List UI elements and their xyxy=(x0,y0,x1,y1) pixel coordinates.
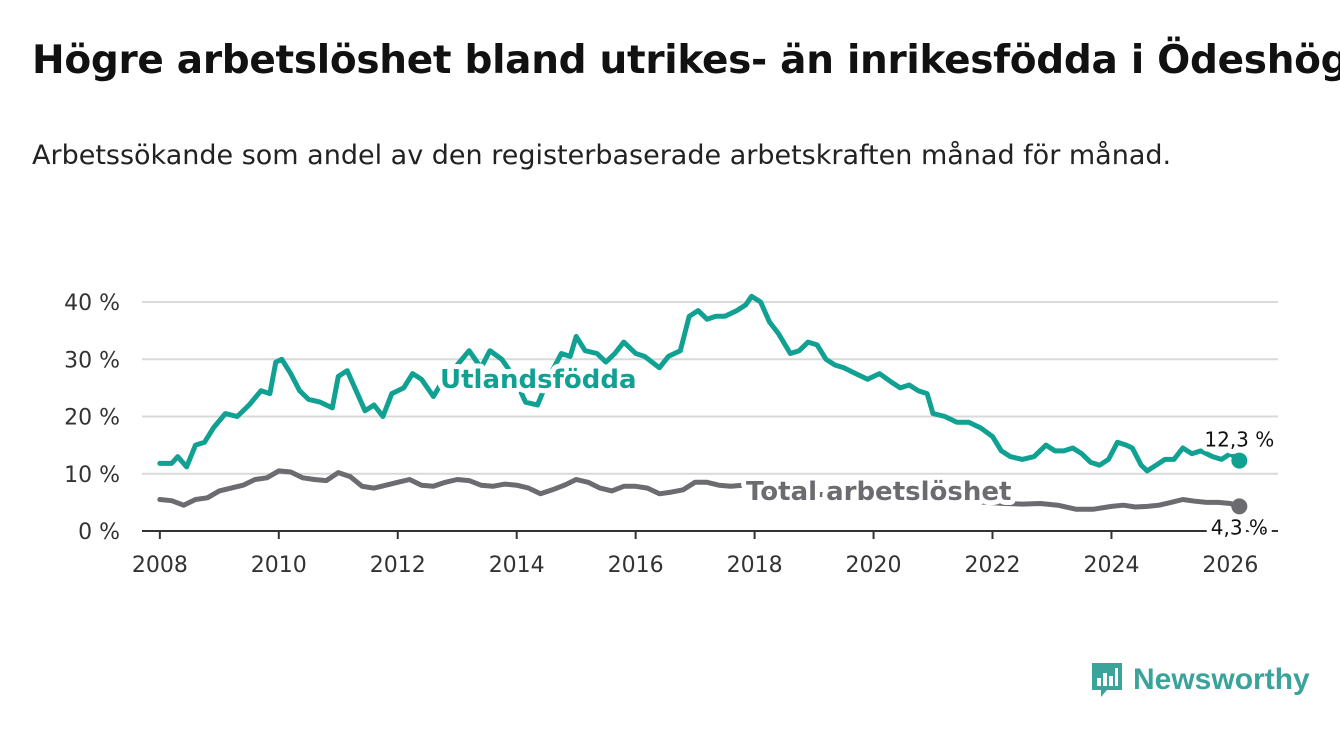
x-tick-label: 2018 xyxy=(727,553,783,578)
x-tick-label: 2014 xyxy=(489,553,545,578)
series-line-utlandsfodda xyxy=(157,293,1242,474)
x-tick-label: 2020 xyxy=(846,553,902,578)
newsworthy-logo: Newsworthy xyxy=(1089,660,1310,700)
end-label-total: 4,3 % xyxy=(1211,515,1268,539)
series-label-utlandsfodda: Utlandsfödda xyxy=(440,365,637,395)
grid-lines xyxy=(142,301,1278,475)
y-tick-label: 20 % xyxy=(64,406,120,431)
chart-title: Högre arbetslöshet bland utrikes- än inr… xyxy=(32,38,1340,83)
y-tick-label: 30 % xyxy=(64,348,120,373)
series-label-total: Total arbetslöshet xyxy=(746,477,1011,507)
x-tick-label: 2024 xyxy=(1083,553,1139,578)
y-tick-label: 0 % xyxy=(78,520,120,545)
x-tick-label: 2016 xyxy=(608,553,664,578)
x-tick-label: 2012 xyxy=(370,553,426,578)
x-tick-label: 2010 xyxy=(251,553,307,578)
series-lines xyxy=(157,293,1248,515)
end-label-utlandsfodda: 12,3 % xyxy=(1204,428,1274,452)
end-label-utlandsfodda-halo: 12,3 % xyxy=(1204,428,1274,452)
x-tick-label: 2026 xyxy=(1202,553,1258,578)
series-line-total xyxy=(157,468,1242,512)
end-label-total-halo: 4,3 % xyxy=(1211,515,1268,539)
newsworthy-logo-icon xyxy=(1092,663,1122,697)
chart-subtitle: Arbetssökande som andel av den registerb… xyxy=(32,140,1172,171)
newsworthy-logo-text: Newsworthy xyxy=(1133,663,1310,696)
axes: 0 % 10 % 20 % 30 % 40 % 2008 2010 2012 2014 2016 2… xyxy=(64,291,1278,578)
end-point-utlandsfodda xyxy=(1231,452,1248,469)
end-point-total xyxy=(1231,498,1248,515)
series-label-total-halo: Total arbetslöshet xyxy=(746,477,1011,507)
y-tick-label: 10 % xyxy=(64,463,120,488)
x-tick-label: 2022 xyxy=(965,553,1021,578)
line-chart: 0 % 10 % 20 % 30 % 40 % 2008 2010 2012 2014 2016 2… xyxy=(64,291,1279,578)
x-tick-label: 2008 xyxy=(132,553,188,578)
series-label-utlandsfodda-halo: Utlandsfödda xyxy=(440,365,637,395)
y-tick-label: 40 % xyxy=(64,291,120,316)
